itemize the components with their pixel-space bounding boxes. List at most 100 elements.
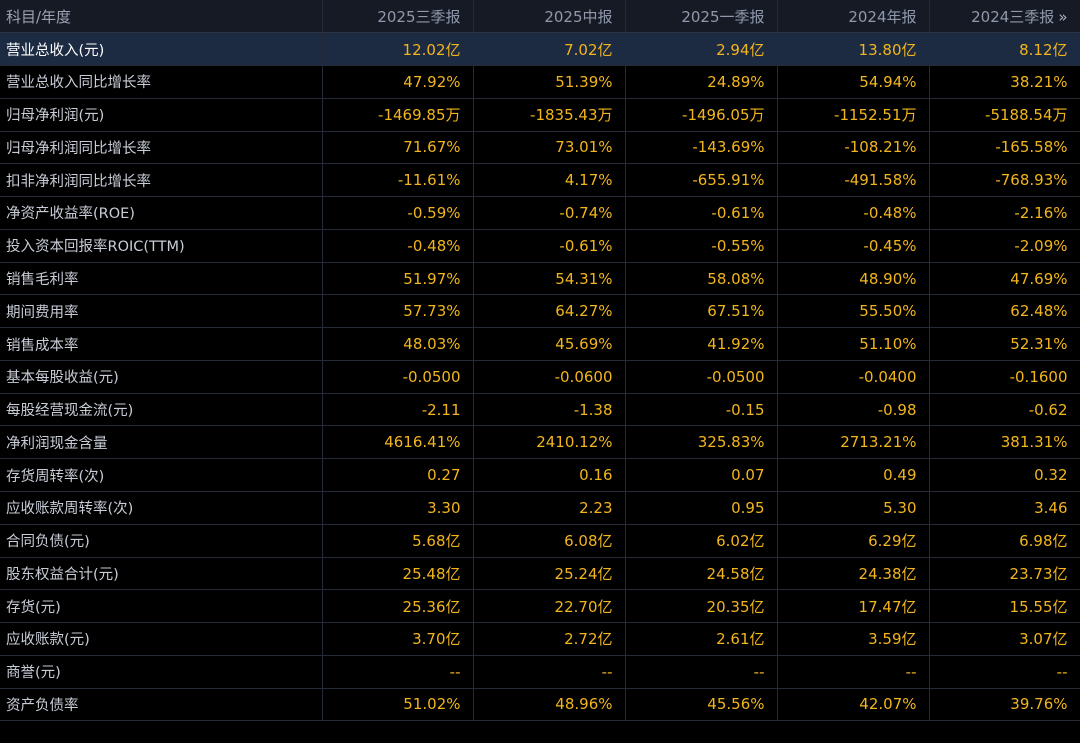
row-label: 净利润现金含量 xyxy=(0,425,323,460)
table-cell: 55.50% xyxy=(777,294,930,329)
table-row[interactable]: 扣非净利润同比增长率 -11.61% 4.17% -655.91% -491.58% -7… xyxy=(0,163,1080,198)
table-cell: 3.46 xyxy=(929,491,1080,525)
table-cell: 41.92% xyxy=(625,327,778,361)
table-cell: 20.35亿 xyxy=(625,589,778,624)
table-cell: 47.69% xyxy=(929,262,1080,296)
table-cell: -655.91% xyxy=(625,163,778,198)
table-cell: 4.17% xyxy=(473,163,626,198)
table-cell: -0.15 xyxy=(625,393,778,427)
table-cell: 48.96% xyxy=(473,688,626,722)
table-cell: 23.73亿 xyxy=(929,557,1080,591)
table-cell: 2.23 xyxy=(473,491,626,525)
table-cell: 22.70亿 xyxy=(473,589,626,624)
table-cell: 6.02亿 xyxy=(625,524,778,558)
table-cell: 0.16 xyxy=(473,458,626,492)
table-cell: 0.95 xyxy=(625,491,778,525)
row-label: 每股经营现金流(元) xyxy=(0,393,323,427)
row-label: 营业总收入(元) xyxy=(0,32,323,67)
table-cell: 47.92% xyxy=(322,65,474,99)
table-cell: -2.09% xyxy=(929,229,1080,263)
table-cell: 2713.21% xyxy=(777,425,930,460)
table-cell: 62.48% xyxy=(929,294,1080,329)
more-columns-icon[interactable]: » xyxy=(1058,7,1068,26)
table-row[interactable]: 归母净利润同比增长率 71.67% 73.01% -143.69% -108.21% -1… xyxy=(0,131,1080,165)
table-cell: -0.0600 xyxy=(473,360,626,394)
table-row[interactable]: 基本每股收益(元) -0.0500 -0.0600 -0.0500 -0.0400 -0.… xyxy=(0,360,1080,394)
table-cell: -0.62 xyxy=(929,393,1080,427)
table-cell: 2.72亿 xyxy=(473,622,626,656)
table-cell: 42.07% xyxy=(777,688,930,722)
table-row[interactable]: 净资产收益率(ROE) -0.59% -0.74% -0.61% -0.48% -2.16… xyxy=(0,196,1080,230)
table-row[interactable]: 存货(元) 25.36亿 22.70亿 20.35亿 17.47亿 15.55亿 xyxy=(0,589,1080,624)
table-row[interactable]: 股东权益合计(元) 25.48亿 25.24亿 24.58亿 24.38亿 23.73亿 xyxy=(0,557,1080,591)
row-label: 应收账款(元) xyxy=(0,622,323,656)
table-cell: 12.02亿 xyxy=(322,32,474,67)
table-cell: 67.51% xyxy=(625,294,778,329)
table-cell: -0.55% xyxy=(625,229,778,263)
table-cell: 13.80亿 xyxy=(777,32,930,67)
table-row[interactable]: 净利润现金含量 4616.41% 2410.12% 325.83% 2713.21% 38… xyxy=(0,425,1080,460)
column-header[interactable]: 2024三季报» xyxy=(929,0,1080,34)
table-cell: 48.03% xyxy=(322,327,474,361)
table-row[interactable]: 合同负债(元) 5.68亿 6.08亿 6.02亿 6.29亿 6.98亿 xyxy=(0,524,1080,558)
table-row[interactable]: 期间费用率 57.73% 64.27% 67.51% 55.50% 62.48% xyxy=(0,294,1080,329)
table-cell: -1.38 xyxy=(473,393,626,427)
table-cell: 4616.41% xyxy=(322,425,474,460)
table-cell: -0.74% xyxy=(473,196,626,230)
table-cell: 7.02亿 xyxy=(473,32,626,67)
column-header[interactable]: 2025中报 xyxy=(473,0,626,34)
table-body: 营业总收入(元) 12.02亿 7.02亿 2.94亿 13.80亿 8.12亿 营业总收入… xyxy=(0,32,1080,722)
column-header[interactable]: 2024年报 xyxy=(777,0,930,34)
table-row[interactable]: 每股经营现金流(元) -2.11 -1.38 -0.15 -0.98 -0.62 xyxy=(0,393,1080,427)
table-cell: 2.94亿 xyxy=(625,32,778,67)
table-cell: 73.01% xyxy=(473,131,626,165)
table-cell: 0.27 xyxy=(322,458,474,492)
table-row[interactable]: 营业总收入(元) 12.02亿 7.02亿 2.94亿 13.80亿 8.12亿 xyxy=(0,32,1080,67)
table-cell: -0.59% xyxy=(322,196,474,230)
table-row[interactable]: 销售毛利率 51.97% 54.31% 58.08% 48.90% 47.69% xyxy=(0,262,1080,296)
table-cell: 48.90% xyxy=(777,262,930,296)
table-row[interactable]: 投入资本回报率ROIC(TTM) -0.48% -0.61% -0.55% -0.45%… xyxy=(0,229,1080,263)
table-cell: -0.1600 xyxy=(929,360,1080,394)
table-cell: -0.0500 xyxy=(625,360,778,394)
table-cell: 15.55亿 xyxy=(929,589,1080,624)
column-header[interactable]: 2025三季报 xyxy=(322,0,474,34)
table-cell: -1496.05万 xyxy=(625,98,778,132)
table-cell: 71.67% xyxy=(322,131,474,165)
table-cell: 51.10% xyxy=(777,327,930,361)
table-row[interactable]: 应收账款(元) 3.70亿 2.72亿 2.61亿 3.59亿 3.07亿 xyxy=(0,622,1080,656)
table-cell: 54.31% xyxy=(473,262,626,296)
table-cell: 2.61亿 xyxy=(625,622,778,656)
table-cell: 0.07 xyxy=(625,458,778,492)
table-cell: 24.58亿 xyxy=(625,557,778,591)
row-label: 销售毛利率 xyxy=(0,262,323,296)
table-cell: 6.29亿 xyxy=(777,524,930,558)
table-cell: -11.61% xyxy=(322,163,474,198)
table-cell: -0.0500 xyxy=(322,360,474,394)
table-cell: -- xyxy=(777,655,930,689)
table-cell: -0.61% xyxy=(473,229,626,263)
table-row[interactable]: 存货周转率(次) 0.27 0.16 0.07 0.49 0.32 xyxy=(0,458,1080,492)
table-row[interactable]: 资产负债率 51.02% 48.96% 45.56% 42.07% 39.76% xyxy=(0,688,1080,722)
table-cell: -0.61% xyxy=(625,196,778,230)
table-cell: -1835.43万 xyxy=(473,98,626,132)
table-cell: 38.21% xyxy=(929,65,1080,99)
table-row[interactable]: 商誉(元) -- -- -- -- -- xyxy=(0,655,1080,689)
table-cell: 2410.12% xyxy=(473,425,626,460)
table-cell: -2.16% xyxy=(929,196,1080,230)
table-cell: 17.47亿 xyxy=(777,589,930,624)
table-row[interactable]: 应收账款周转率(次) 3.30 2.23 0.95 5.30 3.46 xyxy=(0,491,1080,525)
table-cell: 0.49 xyxy=(777,458,930,492)
table-row[interactable]: 营业总收入同比增长率 47.92% 51.39% 24.89% 54.94% 38.21% xyxy=(0,65,1080,99)
table-cell: -0.48% xyxy=(322,229,474,263)
table-cell: 325.83% xyxy=(625,425,778,460)
table-cell: 24.38亿 xyxy=(777,557,930,591)
table-row[interactable]: 归母净利润(元) -1469.85万 -1835.43万 -1496.05万 -1152… xyxy=(0,98,1080,132)
table-cell: -- xyxy=(929,655,1080,689)
table-cell: -1152.51万 xyxy=(777,98,930,132)
row-label: 期间费用率 xyxy=(0,294,323,329)
column-header[interactable]: 2025一季报 xyxy=(625,0,778,34)
table-cell: 6.98亿 xyxy=(929,524,1080,558)
table-cell: 25.24亿 xyxy=(473,557,626,591)
table-row[interactable]: 销售成本率 48.03% 45.69% 41.92% 51.10% 52.31% xyxy=(0,327,1080,361)
